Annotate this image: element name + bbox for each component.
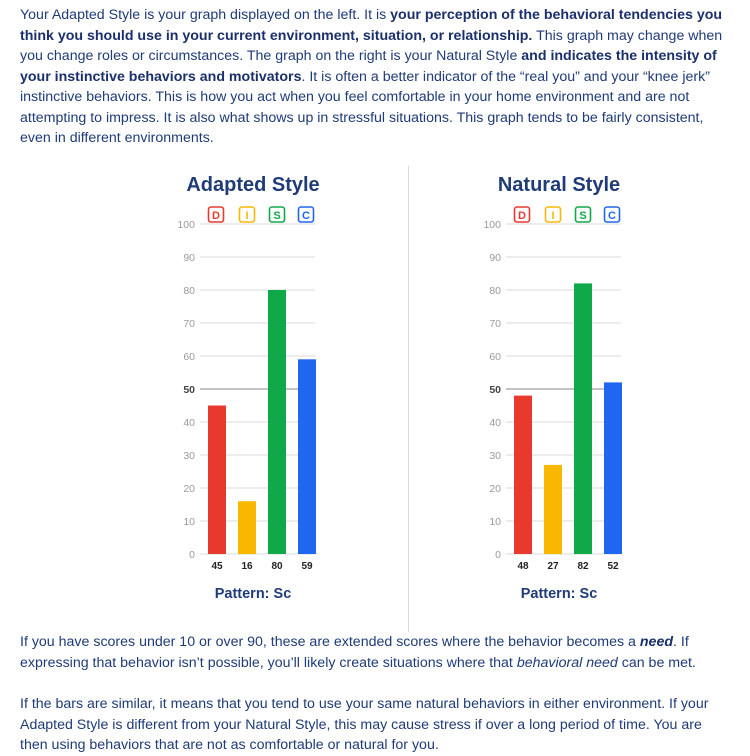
y-tick-label: 10 (183, 516, 195, 528)
natural-style-chart: Natural Style D I S C 0 10 20 30 40 50 60 70 80 90 100 4… (483, 174, 622, 602)
y-tick-label: 80 (489, 285, 501, 297)
y-tick-label: 0 (495, 549, 501, 561)
y-tick-label: 20 (489, 483, 501, 495)
legend-label: S (579, 210, 586, 222)
bar-value-label: 45 (211, 561, 223, 572)
y-tick-label: 90 (489, 252, 501, 264)
paragraph-line: attempting to impress. It is also what s… (20, 108, 750, 129)
text-run: even in different environments. (20, 130, 214, 146)
legend-label: S (273, 210, 280, 222)
y-tick-label: 30 (489, 450, 501, 462)
text-run: expressing that behavior isn’t possible,… (20, 654, 517, 671)
text-run: instinctive behaviors. This is how you a… (20, 89, 690, 105)
y-tick-label: 10 (489, 516, 501, 528)
y-tick-label: 20 (183, 483, 195, 495)
pattern-label: Pattern: Sc (521, 586, 598, 602)
similar-bars-paragraph: If the bars are similar, it means that y… (20, 694, 750, 756)
legend-item-d: D (513, 206, 531, 223)
paragraph-line: then using behaviors that are not as com… (20, 735, 750, 756)
paragraph-line: expressing that behavior isn’t possible,… (20, 653, 750, 674)
text-run: can be met. (617, 654, 696, 671)
text-run: Adapted Style is different from your Nat… (20, 716, 702, 733)
y-tick-label: 100 (483, 219, 501, 231)
bar-d (514, 395, 532, 554)
paragraph-line: Your Adapted Style is your graph display… (20, 5, 750, 26)
intro-paragraph: Your Adapted Style is your graph display… (20, 5, 750, 149)
text-run: If the bars are similar, it means that y… (20, 696, 709, 712)
y-tick-label: 40 (183, 417, 195, 429)
y-tick-label: 30 (183, 450, 195, 462)
emphasis-text: your instinctive behaviors and motivator… (20, 68, 302, 85)
paragraph-line: instinctive behaviors. This is how you a… (20, 87, 750, 108)
y-tick-label: 70 (183, 318, 195, 330)
paragraph-line: think you should use in your current env… (20, 26, 750, 47)
legend-item-i: I (238, 206, 256, 223)
legend-item-s: S (268, 206, 286, 223)
paragraph-line: you change roles or circumstances. The g… (20, 46, 750, 67)
text-run: you change roles or circumstances. The g… (20, 48, 522, 64)
bar-s (574, 283, 592, 554)
text-run: This graph may change when (532, 27, 723, 44)
legend-item-s: S (574, 206, 592, 223)
y-tick-label: 40 (489, 417, 501, 429)
paragraph-line: your instinctive behaviors and motivator… (20, 67, 750, 88)
legend-label: C (302, 210, 310, 222)
text-run: . It is often a better indicator of the … (301, 68, 710, 85)
legend-label: I (245, 210, 248, 222)
bar-c (298, 359, 316, 554)
chart-divider (408, 166, 409, 632)
legend-item-d: D (207, 206, 225, 223)
bar-value-label: 52 (607, 561, 619, 572)
paragraph-line: If you have scores under 10 or over 90, … (20, 632, 750, 653)
bar-c (604, 382, 622, 554)
y-tick-label: 50 (489, 384, 501, 396)
adapted-style-chart: Adapted Style D I S C 0 10 20 30 40 50 60 70 80 90 100 4… (177, 174, 319, 602)
legend-item-c: C (297, 206, 315, 223)
y-tick-label: 0 (189, 549, 195, 561)
legend-item-c: C (603, 206, 621, 223)
italic-text: behavioral need (516, 654, 618, 671)
emphasis-text: your perception of the behavioral tenden… (390, 7, 723, 23)
bar-i (238, 501, 256, 554)
legend-label: D (518, 210, 526, 222)
chart-title: Adapted Style (186, 174, 319, 196)
bar-value-label: 80 (271, 561, 283, 572)
y-tick-label: 50 (183, 384, 195, 396)
pattern-label: Pattern: Sc (215, 586, 292, 602)
bar-i (544, 464, 562, 554)
paragraph-line: even in different environments. (20, 128, 750, 149)
bar-value-label: 27 (547, 561, 559, 572)
y-tick-label: 100 (177, 219, 195, 231)
bar-value-label: 82 (577, 561, 589, 572)
y-tick-label: 60 (183, 351, 195, 363)
y-tick-label: 80 (183, 285, 195, 297)
text-run: If you have scores under 10 or over 90, … (20, 634, 640, 650)
emphasis-text: think you should use in your current env… (20, 27, 533, 44)
legend-item-i: I (544, 206, 562, 223)
bar-value-label: 16 (241, 561, 253, 572)
y-tick-label: 70 (489, 318, 501, 330)
bar-value-label: 48 (517, 561, 529, 572)
legend-label: I (551, 210, 554, 222)
legend-label: D (212, 210, 220, 222)
y-tick-label: 90 (183, 252, 195, 264)
text-run: . If (673, 634, 689, 650)
text-run: then using behaviors that are not as com… (20, 737, 439, 753)
bar-value-label: 59 (301, 561, 313, 572)
chart-title: Natural Style (498, 174, 620, 196)
text-run: attempting to impress. It is also what s… (20, 109, 704, 126)
y-tick-label: 60 (489, 351, 501, 363)
paragraph-line: If the bars are similar, it means that y… (20, 694, 750, 715)
legend-label: C (608, 210, 616, 222)
paragraph-line: Adapted Style is different from your Nat… (20, 715, 750, 736)
emphasis-text: need (639, 634, 674, 650)
bar-s (268, 290, 286, 554)
text-run: Your Adapted Style is your graph display… (20, 7, 391, 23)
bar-d (208, 405, 226, 554)
emphasis-text: and indicates the intensity of (521, 48, 717, 64)
extended-scores-paragraph: If you have scores under 10 or over 90, … (20, 632, 750, 673)
